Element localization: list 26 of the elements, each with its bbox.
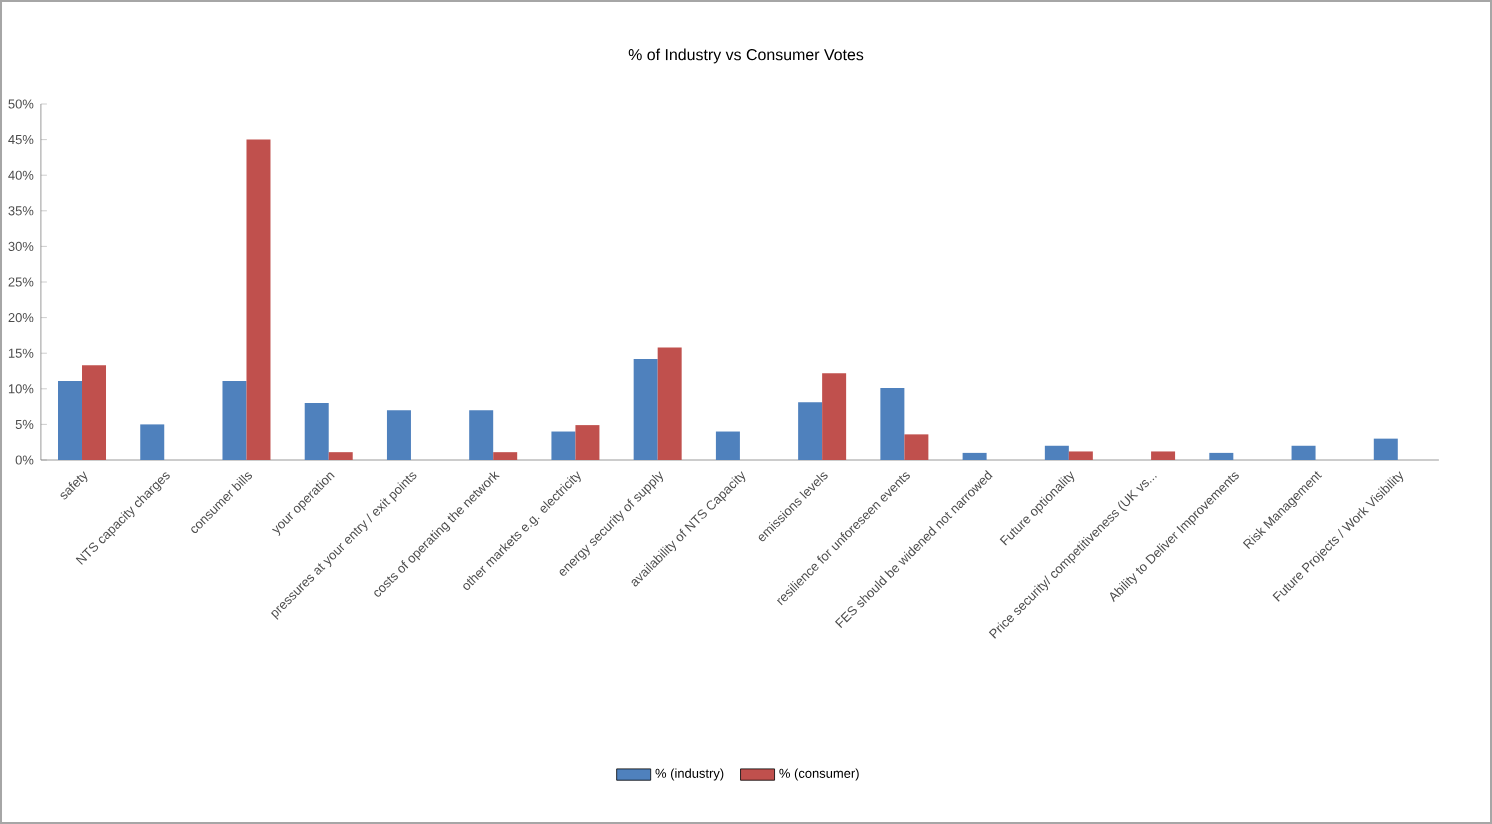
bar <box>633 358 658 460</box>
bar <box>1068 451 1093 460</box>
bar <box>1373 438 1398 460</box>
bar <box>82 365 107 460</box>
bar <box>962 452 987 460</box>
bar <box>575 425 600 460</box>
bar <box>328 452 353 460</box>
bar <box>222 380 247 460</box>
bar <box>1209 452 1234 460</box>
bar <box>493 452 518 460</box>
bar <box>140 424 165 460</box>
bar <box>798 402 823 460</box>
bar <box>304 403 329 460</box>
bar <box>1151 451 1176 460</box>
bar <box>904 434 929 460</box>
bar <box>246 139 271 460</box>
bar <box>58 380 83 460</box>
bar <box>880 388 905 460</box>
bar <box>822 373 847 460</box>
bar <box>657 347 682 460</box>
bar <box>551 431 576 460</box>
bar <box>1291 445 1316 460</box>
bar <box>1044 445 1069 460</box>
bar <box>386 410 411 460</box>
bar <box>715 431 740 460</box>
bar <box>469 410 494 460</box>
